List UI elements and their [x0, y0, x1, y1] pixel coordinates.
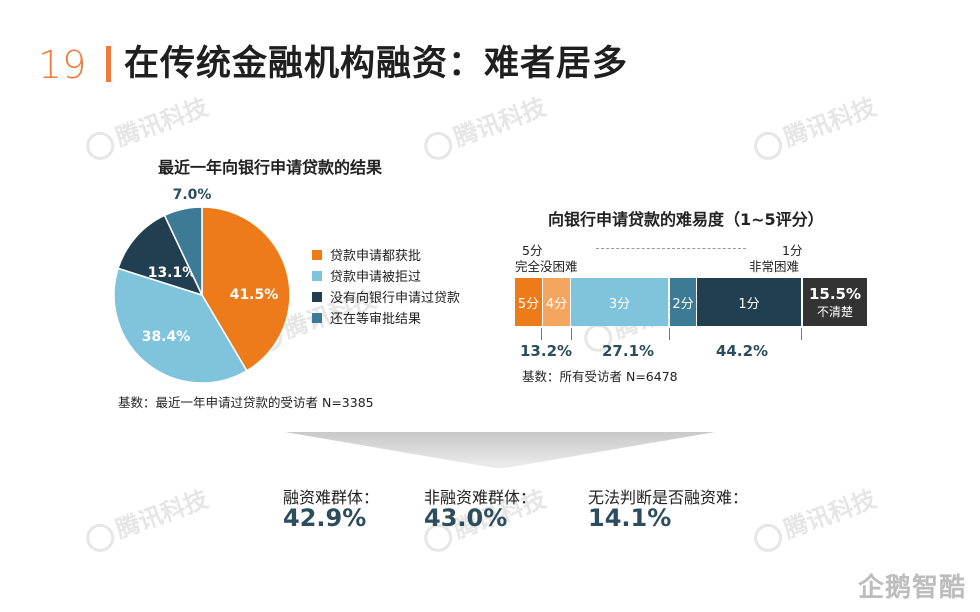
watermark-logo-icon — [420, 127, 457, 164]
watermark: 腾讯科技 — [748, 479, 880, 556]
watermark-logo-icon — [82, 127, 119, 164]
title-divider — [106, 46, 111, 82]
group-pct-neutral: 27.1% — [602, 342, 655, 360]
legend-swatch — [312, 270, 322, 281]
legend-item: 还在等审批结果 — [312, 307, 460, 328]
bracket-tick — [801, 328, 802, 340]
legend-item: 没有向银行申请过贷款 — [312, 286, 460, 307]
bar-chart-title: 向银行申请贷款的难易度（1~5评分） — [548, 210, 824, 229]
summary-arrow — [285, 432, 715, 468]
bar-segment: 3分 — [571, 278, 668, 326]
pie-slice-label: 7.0% — [173, 187, 212, 203]
unclear-segment: 15.5% 不清楚 — [803, 278, 867, 326]
watermark-logo-icon — [82, 519, 119, 556]
pie-slice-label: 38.4% — [142, 329, 191, 345]
pie-base-note: 基数：最近一年申请过贷款的受访者 N=3385 — [118, 395, 374, 410]
pie-slice — [201, 206, 291, 372]
summary-value: 42.9% — [283, 504, 367, 532]
pie-slice — [113, 267, 248, 384]
bar-segment: 1分 — [697, 278, 801, 326]
pie-chart-title: 最近一年向银行申请贷款的结果 — [158, 158, 383, 177]
footer-logo: 企鹅智酷 — [857, 573, 966, 603]
scale-dashed-line — [596, 248, 746, 249]
pie-slice — [163, 206, 203, 296]
bar-base-note: 基数：所有受访者 N=6478 — [522, 369, 678, 384]
watermark-logo-icon — [750, 519, 787, 556]
scale-left-desc: 完全没困难 — [515, 259, 578, 274]
legend-item: 贷款申请都获批 — [312, 244, 460, 265]
scale-left-score: 5分 — [522, 243, 543, 258]
pie-slice-label: 41.5% — [230, 287, 279, 303]
scale-right-score: 1分 — [782, 243, 803, 258]
legend-swatch — [312, 312, 322, 323]
summary-value: 14.1% — [588, 504, 672, 532]
pie-slice-label: 13.1% — [148, 265, 197, 281]
slide-number: 19 — [38, 43, 87, 87]
pie-legend: 贷款申请都获批 贷款申请被拒过 没有向银行申请过贷款 还在等审批结果 — [312, 244, 460, 328]
legend-item: 贷款申请被拒过 — [312, 265, 460, 286]
unclear-label: 不清楚 — [816, 304, 853, 319]
summary-value: 43.0% — [424, 504, 508, 532]
bar-segment: 5分 — [515, 278, 542, 326]
bracket-tick — [571, 328, 572, 340]
group-pct-hard: 44.2% — [716, 342, 769, 360]
pie-chart: 41.5% 38.4% 13.1% 7.0% — [113, 187, 291, 384]
page-title: 在传统金融机构融资：难者居多 — [124, 44, 629, 84]
pie-slice — [117, 214, 204, 297]
summary-label: 非融资难群体： — [424, 488, 537, 507]
bar-segment: 4分 — [543, 278, 570, 326]
unclear-pct: 15.5% — [808, 284, 862, 303]
bracket-tick — [541, 328, 542, 340]
watermark: 腾讯科技 — [80, 87, 212, 164]
group-pct-easy: 13.2% — [520, 342, 573, 360]
watermark-logo-icon — [750, 127, 787, 164]
bar-segment: 2分 — [670, 278, 696, 326]
scale-right-desc: 非常困难 — [749, 259, 800, 274]
watermark: 腾讯科技 — [418, 87, 550, 164]
summary-label: 融资难群体： — [283, 488, 380, 507]
summary-label: 无法判断是否融资难： — [588, 488, 749, 507]
watermark: 腾讯科技 — [80, 479, 212, 556]
legend-swatch — [312, 249, 322, 260]
legend-swatch — [312, 291, 322, 302]
bracket-tick — [669, 328, 670, 340]
watermark: 腾讯科技 — [748, 87, 880, 164]
